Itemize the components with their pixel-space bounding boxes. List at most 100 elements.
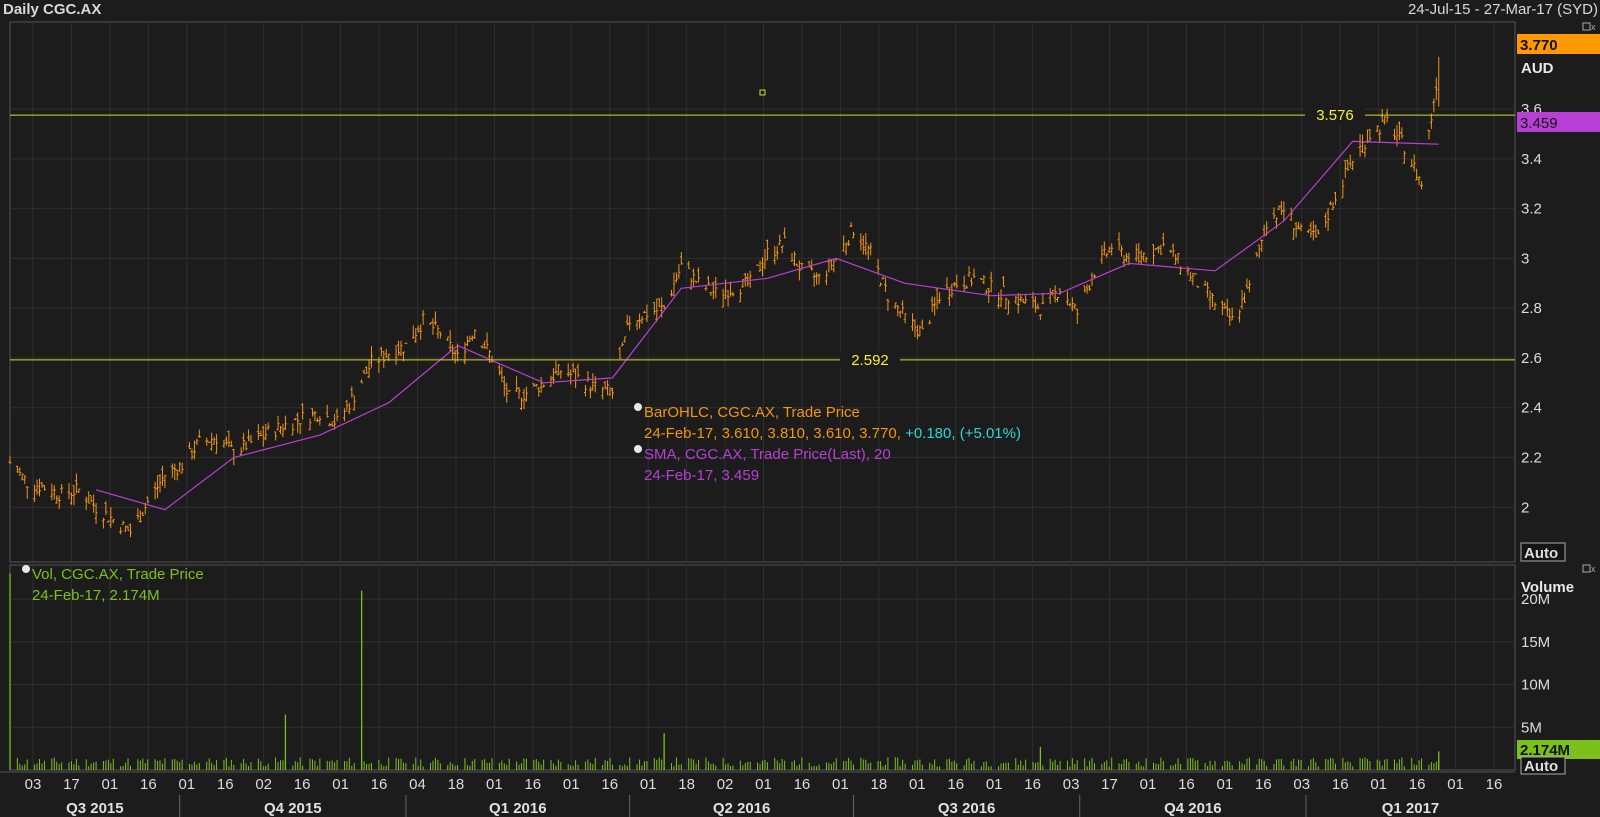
price-axis-tick: 3.4 — [1521, 151, 1542, 168]
volume-badge-bg — [1517, 740, 1600, 759]
legend-series2-title: SMA, CGC.AX, Trade Price(Last), 20 — [644, 446, 891, 463]
x-axis-tick: 03 — [1063, 776, 1080, 793]
volume-axis-tick: 5M — [1521, 719, 1542, 736]
quarter-label: Q4 2015 — [264, 800, 322, 817]
legend-series1-ohlc: 3.610, 3.810, 3.610, 3.770, — [721, 425, 901, 442]
chart-title: Daily CGC.AX — [3, 1, 102, 18]
volume-panel-menu-icon[interactable]: x — [1582, 564, 1596, 574]
volume-axis-title: Volume — [1521, 579, 1574, 596]
x-axis-tick: 01 — [332, 776, 349, 793]
x-axis-tick: 18 — [448, 776, 465, 793]
volume-axis-tick: 15M — [1521, 634, 1550, 651]
x-axis-tick: 16 — [217, 776, 234, 793]
x-axis-tick: 01 — [986, 776, 1003, 793]
x-axis-tick: 03 — [1293, 776, 1310, 793]
x-axis-tick: 16 — [601, 776, 618, 793]
legend-series1-change: +0.180, (+5.01%) — [905, 425, 1021, 442]
x-axis-tick: 16 — [294, 776, 311, 793]
sma-badge: 3.459 — [1520, 115, 1558, 132]
x-axis-tick: 01 — [832, 776, 849, 793]
legend-series1-date: 24-Feb-17 — [644, 425, 714, 442]
x-axis-tick: 01 — [1217, 776, 1234, 793]
horizontal-line-upper-label: 3.576 — [1316, 107, 1354, 124]
x-axis-tick: 18 — [678, 776, 695, 793]
last-price-badge-bg — [1517, 34, 1600, 54]
x-axis-tick: 16 — [794, 776, 811, 793]
x-axis-tick: 18 — [870, 776, 887, 793]
x-axis-tick: 01 — [755, 776, 772, 793]
svg-text:x: x — [1591, 564, 1596, 574]
x-axis-tick: 01 — [178, 776, 195, 793]
volume-auto-button[interactable]: Auto — [1524, 758, 1558, 775]
price-axis-unit: AUD — [1521, 60, 1554, 77]
x-axis-tick: 16 — [1332, 776, 1349, 793]
x-axis-tick: 01 — [640, 776, 657, 793]
quarter-label: Q2 2016 — [713, 800, 771, 817]
x-axis-tick: 16 — [140, 776, 157, 793]
x-axis-tick: 02 — [717, 776, 734, 793]
volume-axis-tick: 20M — [1521, 591, 1550, 608]
x-axis-tick: 04 — [409, 776, 426, 793]
legend-dot-icon[interactable] — [634, 403, 642, 411]
legend-series2-values: 24-Feb-17, 3.459 — [644, 467, 760, 484]
x-axis-tick: 16 — [371, 776, 388, 793]
horizontal-line-lower-label-bg — [840, 350, 900, 369]
last-price-badge: 3.770 — [1520, 37, 1558, 54]
x-axis-tick: 01 — [1140, 776, 1157, 793]
price-auto-button[interactable]: Auto — [1524, 545, 1558, 562]
svg-text:x: x — [1591, 22, 1596, 32]
quarter-label: Q1 2017 — [1382, 800, 1440, 817]
x-axis-tick: 16 — [1178, 776, 1195, 793]
price-panel — [8, 56, 1440, 538]
sma-badge-bg — [1517, 112, 1600, 132]
x-axis-tick: 16 — [947, 776, 964, 793]
volume-panel — [9, 573, 1440, 770]
x-axis-tick: 01 — [102, 776, 119, 793]
x-axis-tick: 01 — [563, 776, 580, 793]
volume-badge: 2.174M — [1520, 742, 1570, 759]
horizontal-line-lower-label: 2.592 — [851, 352, 889, 369]
volume-axis-tick: 10M — [1521, 677, 1550, 694]
volume-legend: Vol, CGC.AX, Trade Price 24-Feb-17, 2.17… — [22, 564, 204, 606]
price-axis-tick: 2 — [1521, 499, 1529, 516]
x-axis-tick: 16 — [1486, 776, 1503, 793]
price-axis-tick: 2.8 — [1521, 300, 1542, 317]
legend-dot-icon[interactable] — [22, 565, 30, 573]
volume-legend-title: Vol, CGC.AX, Trade Price — [32, 566, 204, 583]
price-axis-tick: 3.2 — [1521, 201, 1542, 218]
quarter-label: Q3 2016 — [938, 800, 996, 817]
price-auto-button-bg[interactable] — [1520, 542, 1566, 562]
price-legend: BarOHLC, CGC.AX, Trade Price 24-Feb-17, … — [634, 402, 1021, 486]
x-axis-tick: 01 — [486, 776, 503, 793]
volume-auto-button-bg[interactable] — [1520, 756, 1566, 775]
quarter-label: Q4 2016 — [1164, 800, 1222, 817]
quarter-label: Q1 2016 — [489, 800, 547, 817]
x-axis-tick: 03 — [25, 776, 42, 793]
x-axis-tick: 02 — [255, 776, 272, 793]
x-axis-tick: 17 — [1101, 776, 1118, 793]
line-handle[interactable] — [759, 89, 766, 96]
volume-legend-values: 24-Feb-17, 2.174M — [32, 587, 160, 604]
price-axis-tick: 2.6 — [1521, 350, 1542, 367]
legend-series1-title: BarOHLC, CGC.AX, Trade Price — [644, 404, 860, 421]
x-axis-tick: 01 — [1447, 776, 1464, 793]
x-axis-tick: 16 — [1024, 776, 1041, 793]
legend-dot-icon[interactable] — [634, 445, 642, 453]
price-axis-tick: 2.4 — [1521, 400, 1542, 417]
x-axis-tick: 16 — [524, 776, 541, 793]
x-axis-tick: 17 — [63, 776, 80, 793]
horizontal-line-upper-label-bg — [1305, 106, 1365, 125]
price-axis-tick: 3 — [1521, 250, 1529, 267]
x-axis-tick: 16 — [1409, 776, 1426, 793]
sma-line — [95, 140, 1439, 511]
x-axis-tick: 16 — [1255, 776, 1272, 793]
x-axis-tick: 01 — [909, 776, 926, 793]
price-axis-tick: 2.2 — [1521, 449, 1542, 466]
quarter-label: Q3 2015 — [66, 800, 124, 817]
date-range: 24-Jul-15 - 27-Mar-17 (SYD) — [1407, 1, 1598, 18]
price-panel-menu-icon[interactable]: x — [1582, 22, 1596, 32]
x-axis-tick: 01 — [1370, 776, 1387, 793]
